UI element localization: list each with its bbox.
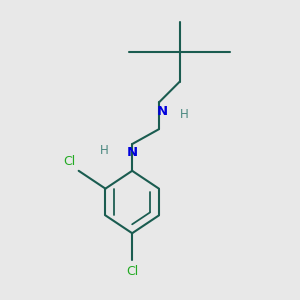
Text: H: H	[180, 108, 189, 121]
Text: N: N	[127, 146, 138, 160]
Text: Cl: Cl	[64, 155, 76, 168]
Text: H: H	[100, 143, 108, 157]
Text: N: N	[156, 105, 167, 118]
Text: Cl: Cl	[126, 266, 138, 278]
